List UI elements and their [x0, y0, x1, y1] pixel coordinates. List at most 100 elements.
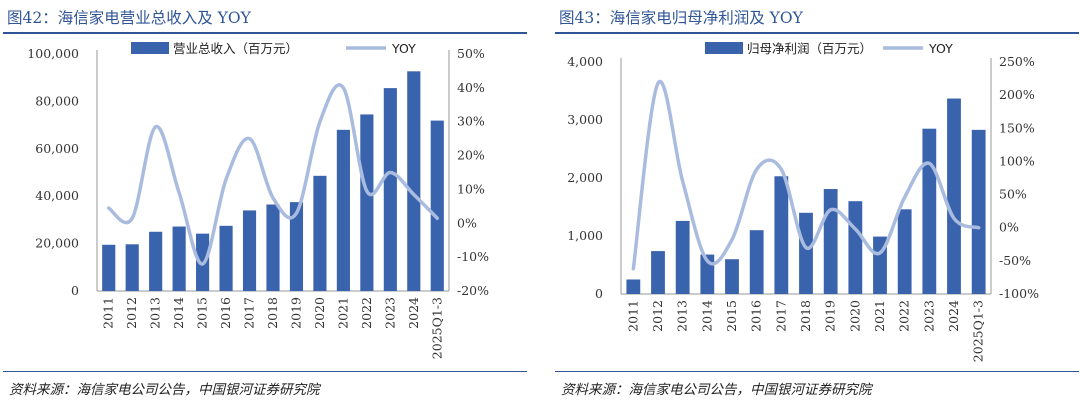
left-axis-tick-label: 60,000: [35, 141, 79, 156]
right-axis-tick-label: 100%: [999, 153, 1035, 168]
category-label: 2014: [171, 297, 186, 329]
bar-2018: [799, 212, 813, 294]
bar-2013: [149, 231, 163, 291]
category-label: 2012: [650, 300, 665, 332]
source-note: 资料来源：海信家电公司公告，中国银河证券研究院: [9, 382, 320, 398]
right-axis-tick-label: 40%: [457, 80, 485, 95]
right-axis-tick-label: 150%: [999, 120, 1035, 135]
bar-2025Q1-3: [971, 129, 986, 294]
chart-title: 图42：海信家电营业总收入及 YOY: [7, 9, 251, 27]
bar-2023: [383, 88, 397, 292]
category-label: 2015: [724, 300, 739, 332]
bar-2013: [675, 220, 690, 294]
revenue-chart: 营业总收入（百万元） YOY 0 20,000 40,000 60,000 80,000 10…: [27, 41, 489, 359]
category-label: 2019: [288, 297, 303, 329]
bar-2020: [313, 175, 327, 291]
bar-2024: [407, 71, 421, 291]
source-note: 资料来源：海信家电公司公告，中国银河证券研究院: [561, 382, 872, 398]
left-axis-tick-label: 2,000: [567, 170, 603, 185]
right-axis-tick-label: -20%: [457, 283, 489, 298]
legend-line-label: YOY: [391, 41, 416, 56]
legend-bar-swatch: [131, 42, 169, 54]
category-label: 2014: [699, 300, 714, 332]
category-label: 2023: [921, 300, 936, 332]
category-label: 2016: [749, 300, 764, 332]
category-label: 2017: [242, 297, 257, 329]
chart-title: 图43：海信家电归母净利润及 YOY: [559, 9, 803, 27]
category-label: 2020: [847, 300, 862, 332]
bar-2025Q1-3: [430, 120, 444, 291]
category-label: 2016: [218, 297, 233, 329]
category-label: 2025Q1-3: [971, 300, 986, 362]
right-axis-tick-label: 50%: [999, 187, 1027, 202]
bar-2016: [219, 225, 233, 291]
category-label: 2020: [312, 297, 327, 329]
category-label: 2018: [265, 297, 280, 329]
category-label: 2022: [359, 297, 374, 329]
revenue-chart-panel: 图42：海信家电营业总收入及 YOY 营业总收入（百万元） YOY 0 20,000 4…: [3, 0, 531, 405]
bar-2020: [848, 201, 863, 294]
left-axis-tick-label: 20,000: [35, 236, 79, 251]
right-axis-tick-label: 30%: [457, 114, 485, 129]
left-axis-tick-label: 100,000: [27, 46, 79, 61]
bar-2023: [922, 128, 937, 294]
bar-2019: [823, 189, 838, 294]
bar-2021: [336, 129, 350, 291]
category-label: 2024: [946, 300, 961, 332]
right-axis-tick-label: 0%: [999, 220, 1019, 235]
right-axis-tick-label: -50%: [999, 253, 1031, 268]
bar-2024: [947, 98, 961, 294]
right-axis-tick-label: -10%: [457, 249, 489, 264]
yoy-line: [106, 83, 440, 266]
right-axis-tick-label: 200%: [999, 87, 1035, 102]
category-label: 2011: [625, 300, 640, 332]
bar-2017: [774, 176, 789, 294]
yoy-line: [631, 79, 981, 271]
left-axis-tick-label: 1,000: [567, 228, 603, 243]
left-axis-tick-label: 4,000: [567, 54, 603, 69]
category-label: 2021: [872, 300, 887, 332]
category-label: 2021: [335, 297, 350, 329]
bar-2018: [266, 204, 280, 291]
category-label: 2013: [675, 300, 690, 332]
category-label: 2013: [148, 297, 163, 329]
right-axis-tick-label: 10%: [457, 181, 485, 196]
category-label: 2012: [124, 297, 139, 329]
legend-bar-label: 营业总收入（百万元）: [173, 41, 298, 56]
bar-2011: [626, 279, 641, 294]
bar-2015: [725, 259, 739, 294]
left-axis-tick-label: 0: [595, 286, 603, 301]
category-label: 2018: [798, 300, 813, 332]
category-label: 2011: [101, 297, 116, 329]
left-axis-tick-label: 3,000: [567, 112, 603, 127]
bar-2012: [651, 251, 665, 294]
right-axis-tick-label: -100%: [999, 286, 1039, 301]
right-axis-tick-label: 0%: [457, 215, 477, 230]
category-label: 2019: [823, 300, 838, 332]
left-axis-tick-label: 0: [71, 283, 79, 298]
category-label: 2015: [195, 297, 210, 329]
left-axis-tick-label: 40,000: [35, 188, 79, 203]
category-label: 2024: [406, 297, 421, 329]
bar-2012: [125, 244, 139, 291]
bar-2022: [897, 209, 912, 294]
left-axis-tick-label: 80,000: [35, 93, 79, 108]
category-label: 2017: [773, 300, 788, 332]
title-divider: [555, 32, 1079, 34]
legend-line-label: YOY: [928, 41, 953, 56]
source-divider: [555, 371, 1079, 372]
right-axis-tick-label: 250%: [999, 54, 1035, 69]
right-axis-tick-label: 20%: [457, 148, 485, 163]
bar-2019: [289, 202, 304, 291]
category-label: 2022: [897, 300, 912, 332]
legend-bar-label: 归母净利润（百万元）: [747, 41, 872, 56]
bar-2014: [172, 226, 186, 291]
category-label: 2025Q1-3: [429, 297, 444, 359]
source-divider: [3, 371, 527, 372]
title-divider: [3, 32, 527, 34]
right-axis-tick-label: 50%: [457, 46, 485, 61]
legend-bar-swatch: [705, 42, 743, 54]
bar-2017: [242, 210, 257, 291]
bar-2011: [102, 244, 116, 291]
category-label: 2023: [382, 297, 397, 329]
